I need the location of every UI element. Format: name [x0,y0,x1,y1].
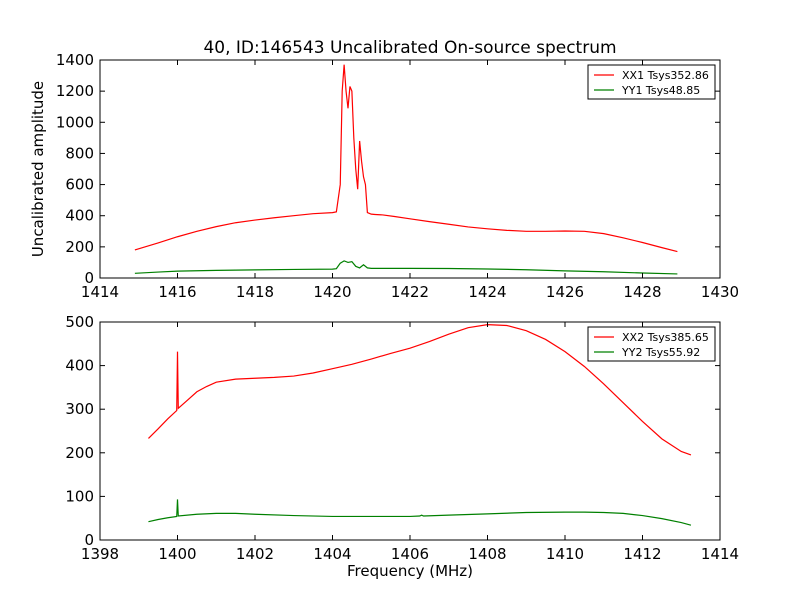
series-line-xx-panel-2 [148,324,692,456]
x-tick-label: 1404 [313,545,351,563]
legend-box [587,64,716,100]
y-tick-label: 800 [65,144,94,162]
y-tick-label: 400 [65,357,94,375]
x-tick-label: 1424 [468,283,506,301]
x-tick-label: 1416 [158,283,196,301]
x-tick-label: 1402 [236,545,274,563]
y-tick-label: 200 [65,444,94,462]
y-tick-label: 100 [65,487,94,505]
legend: XX1 Tsys352.86 YY1 Tsys48.85 [587,64,716,100]
x-tick-label: 1420 [313,283,351,301]
series-line-yy-panel-1 [134,260,678,275]
x-tick-label: 1426 [546,283,584,301]
x-tick-label: 1414 [701,545,739,563]
y-tick-label: 600 [65,176,94,194]
legend-label: XX2 Tsys385.65 [622,331,709,344]
series-line-xx-panel-1 [134,64,678,253]
y-tick-label: 0 [84,531,94,549]
x-tick-label: 1418 [236,283,274,301]
x-axis-label: Frequency (MHz) [347,562,473,580]
chart-title: 40, ID:146543 Uncalibrated On-source spe… [203,38,616,58]
legend-label: YY1 Tsys48.85 [621,84,700,97]
x-tick-label: 1428 [623,283,661,301]
spectrum-panel-bottom: 1398 1400 1402 1404 1406 1408 1410 1412 1414 0 100… [65,313,739,580]
x-tick-label: 1400 [158,545,196,563]
legend-box [587,326,716,362]
y-tick-label: 1200 [56,82,94,100]
x-tick-label: 1410 [546,545,584,563]
x-tick-label: 1408 [468,545,506,563]
legend-label: XX1 Tsys352.86 [622,69,709,82]
y-tick-label: 1000 [56,113,94,131]
x-tick-label: 1412 [623,545,661,563]
x-tick-label: 1430 [701,283,739,301]
x-tick-label: 1414 [81,283,119,301]
y-tick-label: 1400 [56,51,94,69]
y-tick-label: 200 [65,238,94,256]
y-tick-label: 500 [65,313,94,331]
y-tick-label: 400 [65,207,94,225]
legend: XX2 Tsys385.65 YY2 Tsys55.92 [587,326,716,362]
spectrum-panel-top: 1414 1416 1418 1420 1422 1424 1426 1428 1430 0 200… [29,51,739,301]
y-axis-label: Uncalibrated amplitude [29,81,47,257]
series-line-yy-panel-2 [148,499,692,526]
y-tick-label: 0 [84,269,94,287]
x-tick-label: 1398 [81,545,119,563]
x-tick-label: 1406 [391,545,429,563]
x-tick-label: 1422 [391,283,429,301]
legend-label: YY2 Tsys55.92 [621,346,700,359]
y-tick-label: 300 [65,400,94,418]
